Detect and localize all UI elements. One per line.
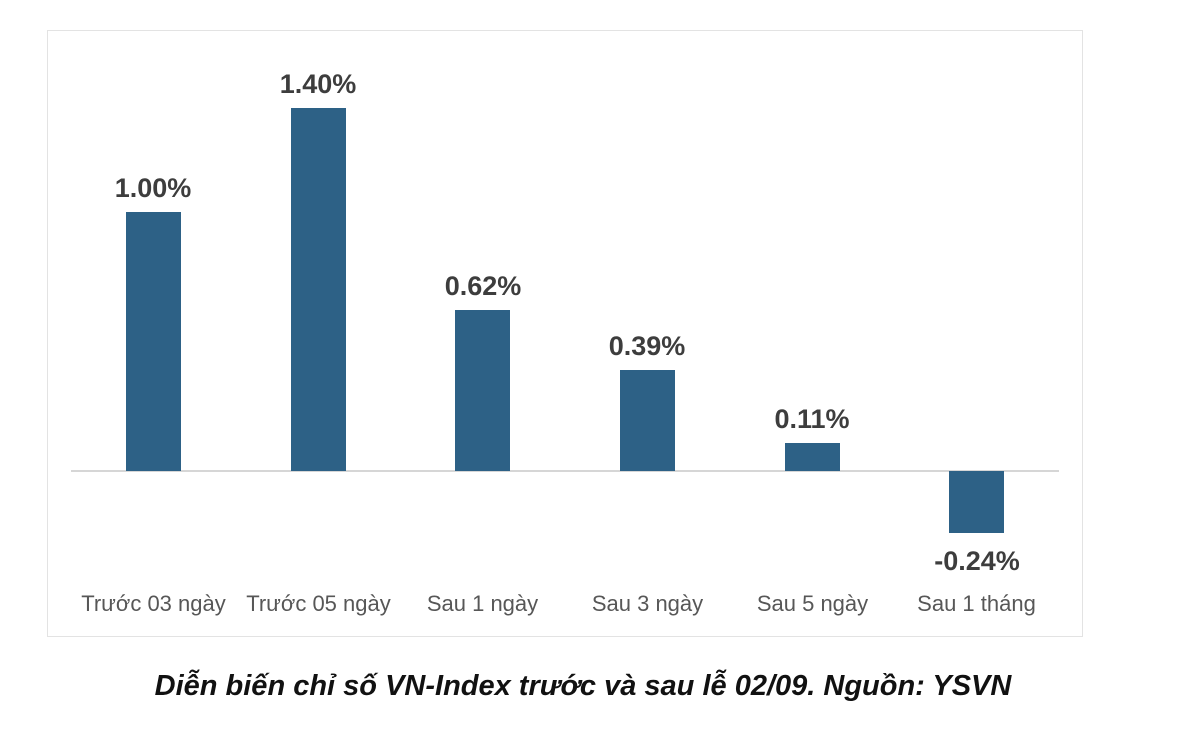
- bar-5: [785, 443, 840, 471]
- x-axis-label-2: Trước 05 ngày: [246, 591, 391, 616]
- bar-4: [620, 370, 675, 471]
- bar-3: [455, 310, 510, 471]
- bar-value-label-5: 0.11%: [774, 404, 850, 434]
- figure-caption: Diễn biến chỉ số VN-Index trước và sau l…: [154, 670, 1012, 702]
- bar-2: [291, 108, 346, 471]
- x-axis-label-4: Sau 3 ngày: [591, 591, 704, 616]
- bar-6: [949, 471, 1004, 533]
- bar-value-label-2: 1.40%: [279, 69, 357, 99]
- bar-1: [126, 212, 181, 471]
- x-axis-label-3: Sau 1 ngày: [426, 591, 539, 616]
- zero-axis-line: [71, 470, 1059, 472]
- bar-value-label-1: 1.00%: [114, 173, 192, 203]
- bar-value-label-4: 0.39%: [608, 331, 686, 361]
- bar-chart: 1.00% Trước 03 ngày 1.40% Trước 05 ngày 0.62…: [47, 30, 1083, 637]
- bar-value-label-6: -0.24%: [934, 546, 1020, 576]
- x-axis-label-1: Trước 03 ngày: [81, 591, 226, 616]
- x-axis-label-5: Sau 5 ngày: [756, 591, 869, 616]
- bar-value-label-3: 0.62%: [444, 271, 522, 301]
- x-axis-label-6: Sau 1 tháng: [917, 591, 1036, 616]
